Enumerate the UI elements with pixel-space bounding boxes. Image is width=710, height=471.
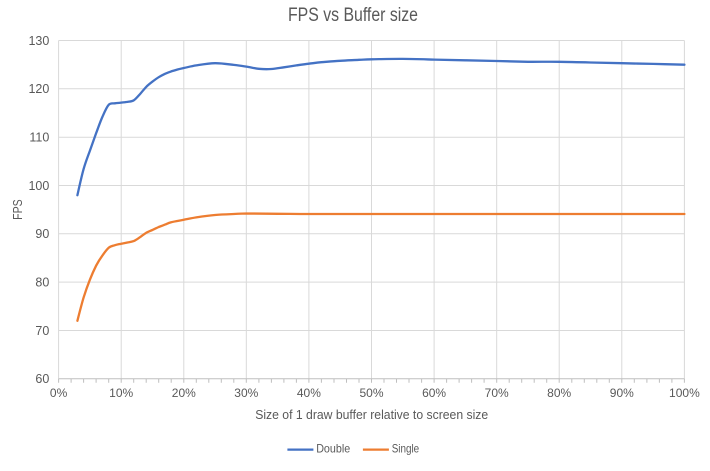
svg-text:120: 120 xyxy=(28,82,49,96)
svg-text:Size of 1 draw buffer relative: Size of 1 draw buffer relative to screen… xyxy=(255,407,488,422)
svg-text:80%: 80% xyxy=(547,386,571,400)
svg-text:30%: 30% xyxy=(234,386,258,400)
svg-text:60%: 60% xyxy=(422,386,446,400)
svg-text:100%: 100% xyxy=(669,386,700,400)
svg-text:60: 60 xyxy=(35,372,49,386)
svg-text:100: 100 xyxy=(28,179,49,193)
svg-text:10%: 10% xyxy=(109,386,133,400)
svg-text:20%: 20% xyxy=(172,386,196,400)
svg-text:90: 90 xyxy=(35,227,49,241)
svg-text:70%: 70% xyxy=(485,386,509,400)
svg-text:130: 130 xyxy=(28,34,49,48)
svg-text:110: 110 xyxy=(29,131,49,145)
svg-text:70: 70 xyxy=(35,324,49,338)
svg-text:0%: 0% xyxy=(50,386,68,400)
svg-text:80: 80 xyxy=(35,275,49,289)
svg-text:90%: 90% xyxy=(610,386,634,400)
svg-text:40%: 40% xyxy=(297,386,321,400)
svg-text:Double: Double xyxy=(316,442,350,456)
svg-text:FPS vs Buffer size: FPS vs Buffer size xyxy=(288,5,418,26)
svg-text:FPS: FPS xyxy=(10,199,25,220)
svg-text:Single: Single xyxy=(392,442,420,456)
svg-text:50%: 50% xyxy=(359,386,383,400)
